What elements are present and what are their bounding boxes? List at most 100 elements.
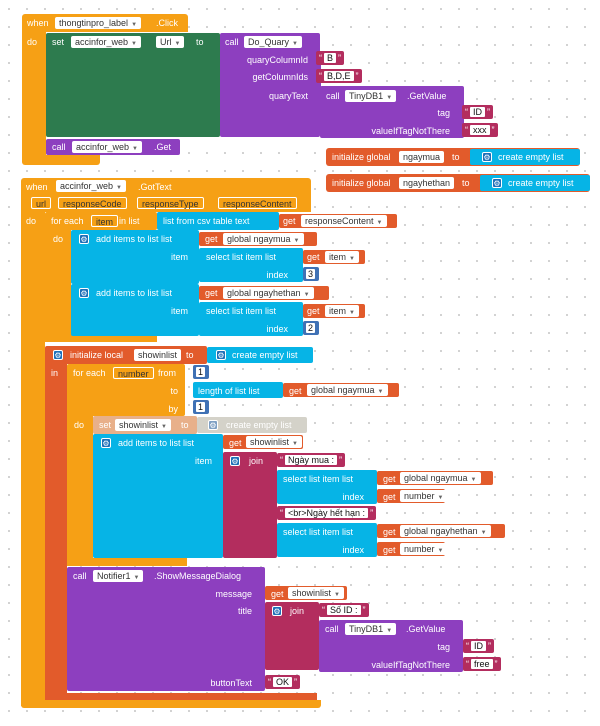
quary-socket-ext xyxy=(315,52,321,120)
notifier-show-message-block[interactable] xyxy=(67,567,265,691)
gear-icon[interactable]: ⚙ xyxy=(482,152,492,162)
notifier-dropdown[interactable]: Notifier1 ▼ xyxy=(93,570,144,582)
ok-text[interactable]: “OK” xyxy=(265,675,301,689)
getcolumnids-label: getColumnIds xyxy=(252,72,308,82)
create-empty-list-block[interactable] xyxy=(470,149,580,165)
gear-icon[interactable]: ⚙ xyxy=(216,350,226,360)
set-property-block[interactable] xyxy=(46,33,220,137)
so-id-text[interactable]: “Số ID :” xyxy=(319,603,369,617)
global-ngayhethan-dropdown[interactable]: global ngayhethan ▼ xyxy=(400,525,491,537)
number-dropdown[interactable]: number ▼ xyxy=(400,543,448,555)
select-list-item-ngaymua[interactable] xyxy=(277,470,377,504)
select-list-item-label: select list item list xyxy=(283,527,354,537)
gottext-event-body xyxy=(21,210,45,706)
item-label: item xyxy=(170,252,188,262)
for-range-footer xyxy=(67,558,187,566)
gottext-event-footer xyxy=(21,700,321,708)
set-component-dropdown[interactable]: accinfor_web ▼ xyxy=(71,36,141,48)
item-variable[interactable]: item xyxy=(91,215,119,227)
global-ngaymua-name[interactable]: ngaymua xyxy=(399,151,445,163)
component-dropdown[interactable]: thongtinpro_label ▼ xyxy=(55,17,142,29)
web-component-dropdown[interactable]: accinfor_web ▼ xyxy=(72,141,142,153)
global-init-label: initialize global xyxy=(332,178,391,188)
gear-icon[interactable]: ⚙ xyxy=(53,350,63,360)
tinydb-dropdown[interactable]: TinyDB1 ▼ xyxy=(345,623,397,635)
tag-text[interactable]: “ID” xyxy=(463,639,494,653)
index-number-3[interactable]: 3 xyxy=(303,267,319,281)
notthere-text[interactable]: “xxx” xyxy=(462,123,498,137)
gear-icon[interactable]: ⚙ xyxy=(492,178,502,188)
get-keyword: get xyxy=(307,252,320,262)
add-items-ngayhethan-block[interactable] xyxy=(71,284,199,336)
get-keyword: get xyxy=(283,216,296,226)
param-responsecode[interactable]: responseCode xyxy=(58,197,127,209)
number-dropdown[interactable]: number ▼ xyxy=(400,490,448,502)
getcolumnids-text[interactable]: “B,D,E” xyxy=(316,69,362,83)
select-list-item-ngayhethan[interactable] xyxy=(277,523,377,557)
when-keyword: when xyxy=(26,182,48,192)
het-han-text[interactable]: “<br>Ngày hết hạn :” xyxy=(277,506,377,520)
number-variable[interactable]: number xyxy=(113,367,154,379)
length-of-list-label: length of list list xyxy=(198,386,260,396)
tag-text[interactable]: “ID” xyxy=(462,105,493,119)
global-ngaymua-dropdown[interactable]: global ngaymua ▼ xyxy=(223,233,304,245)
create-empty-list-block[interactable] xyxy=(480,175,590,191)
quarycolumnid-text[interactable]: “B” xyxy=(316,51,345,65)
do-keyword: do xyxy=(74,420,85,430)
index-number-2[interactable]: 2 xyxy=(303,321,319,335)
item-dropdown[interactable]: item ▼ xyxy=(325,251,359,263)
buttontext-label: buttonText xyxy=(210,678,252,688)
title-label: title xyxy=(237,606,252,616)
global-ngaymua-dropdown[interactable]: global ngaymua ▼ xyxy=(400,472,481,484)
gear-icon[interactable]: ⚙ xyxy=(272,606,282,616)
global-ngayhethan-name[interactable]: ngayhethan xyxy=(399,177,455,189)
list-from-csv-block[interactable] xyxy=(157,212,279,230)
to-keyword: to xyxy=(170,386,178,396)
index-label: index xyxy=(342,492,364,502)
showinlist-dropdown[interactable]: showinlist ▼ xyxy=(246,436,302,448)
gear-icon[interactable]: ⚙ xyxy=(79,288,89,298)
select-list-item-block[interactable] xyxy=(199,302,303,336)
param-url[interactable]: url xyxy=(31,197,52,209)
ngay-mua-text[interactable]: “Ngày mua :” xyxy=(277,453,346,467)
set-property-dropdown[interactable]: Url ▼ xyxy=(156,36,185,48)
param-responsetype[interactable]: responseType xyxy=(137,197,204,209)
from-number[interactable]: 1 xyxy=(193,365,209,379)
select-list-item-block[interactable] xyxy=(199,248,303,282)
global-ngaymua-dropdown[interactable]: global ngaymua ▼ xyxy=(307,384,388,396)
responsecontent-dropdown[interactable]: responseContent ▼ xyxy=(301,215,387,227)
local-showinlist-name[interactable]: showinlist xyxy=(134,349,182,361)
add-items-label: add items to list list xyxy=(96,288,173,298)
add-items-ngaymua-block[interactable] xyxy=(71,230,199,284)
web-call-keyword: call xyxy=(52,142,66,152)
notthere-text[interactable]: “free” xyxy=(463,657,501,671)
index-label: index xyxy=(266,270,288,280)
call-procedure-block[interactable] xyxy=(220,33,320,137)
create-empty-list-label: create empty list xyxy=(508,178,574,188)
component-dropdown[interactable]: accinfor_web ▼ xyxy=(56,180,126,192)
set-create-empty-list-block[interactable] xyxy=(197,417,307,433)
set-showinlist-dropdown[interactable]: showinlist ▼ xyxy=(115,419,171,431)
gear-icon[interactable]: ⚙ xyxy=(79,234,89,244)
select-list-item-label: select list item list xyxy=(206,306,277,316)
init-local-body xyxy=(45,362,67,698)
do-keyword: do xyxy=(27,37,38,47)
length-of-list-block[interactable] xyxy=(193,382,283,398)
global-ngayhethan-dropdown[interactable]: global ngayhethan ▼ xyxy=(223,287,314,299)
tinydb-dropdown[interactable]: TinyDB1 ▼ xyxy=(345,90,397,102)
set-create-empty-label: create empty list xyxy=(226,420,292,430)
gear-icon[interactable]: ⚙ xyxy=(101,438,111,448)
join-block[interactable] xyxy=(223,452,277,558)
showinlist-dropdown[interactable]: showinlist ▼ xyxy=(288,587,344,599)
gear-icon[interactable]: ⚙ xyxy=(230,456,240,466)
join-keyword: join xyxy=(290,606,305,616)
add-items-showinlist-block[interactable] xyxy=(93,434,223,558)
item-dropdown[interactable]: item ▼ xyxy=(325,305,359,317)
get-keyword: get xyxy=(205,288,218,298)
create-empty-list-block[interactable] xyxy=(207,347,313,363)
procedure-dropdown[interactable]: Do_Quary ▼ xyxy=(244,36,302,48)
by-number[interactable]: 1 xyxy=(193,400,209,414)
click-event-footer xyxy=(22,155,100,165)
gear-icon[interactable]: ⚙ xyxy=(208,420,218,430)
param-responsecontent[interactable]: responseContent xyxy=(218,197,297,209)
